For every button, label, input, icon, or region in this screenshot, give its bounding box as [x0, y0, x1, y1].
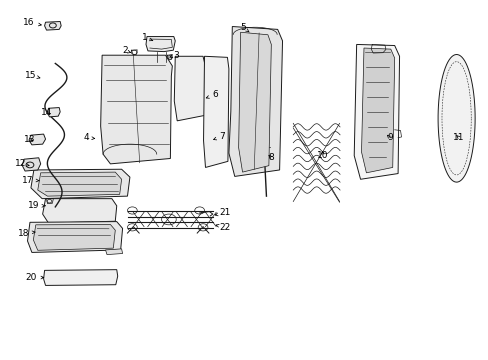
- Text: 18: 18: [19, 229, 35, 238]
- Polygon shape: [437, 54, 474, 182]
- Polygon shape: [43, 270, 118, 285]
- Polygon shape: [38, 172, 122, 196]
- Text: 15: 15: [25, 71, 40, 80]
- Text: 5: 5: [240, 23, 249, 32]
- Polygon shape: [361, 48, 394, 173]
- Text: 8: 8: [268, 153, 274, 162]
- Polygon shape: [47, 108, 60, 117]
- Text: 11: 11: [452, 133, 464, 142]
- Text: 2: 2: [122, 46, 130, 55]
- Text: 9: 9: [386, 133, 392, 142]
- Polygon shape: [27, 222, 122, 252]
- Text: 12: 12: [15, 159, 29, 168]
- Polygon shape: [31, 169, 130, 199]
- Text: 20: 20: [25, 273, 43, 282]
- Text: 6: 6: [206, 90, 218, 99]
- Polygon shape: [22, 158, 41, 171]
- Text: 1: 1: [142, 33, 153, 42]
- Text: 10: 10: [316, 151, 327, 160]
- Text: 3: 3: [169, 51, 179, 60]
- Text: 16: 16: [23, 18, 41, 27]
- Polygon shape: [105, 249, 122, 255]
- Polygon shape: [146, 37, 175, 51]
- Text: 19: 19: [28, 201, 45, 210]
- Text: 22: 22: [216, 223, 230, 232]
- Polygon shape: [174, 56, 205, 121]
- Polygon shape: [238, 32, 271, 172]
- Polygon shape: [42, 199, 117, 223]
- Text: 7: 7: [213, 132, 225, 141]
- Polygon shape: [203, 56, 228, 167]
- Polygon shape: [353, 44, 399, 179]
- Polygon shape: [44, 22, 61, 30]
- Text: 21: 21: [215, 208, 230, 217]
- Polygon shape: [228, 27, 282, 176]
- Polygon shape: [33, 225, 115, 250]
- Polygon shape: [29, 134, 45, 145]
- Polygon shape: [101, 55, 172, 164]
- Text: 17: 17: [22, 176, 39, 185]
- Text: 13: 13: [24, 135, 36, 144]
- Text: 14: 14: [41, 108, 53, 117]
- Text: 4: 4: [83, 133, 95, 142]
